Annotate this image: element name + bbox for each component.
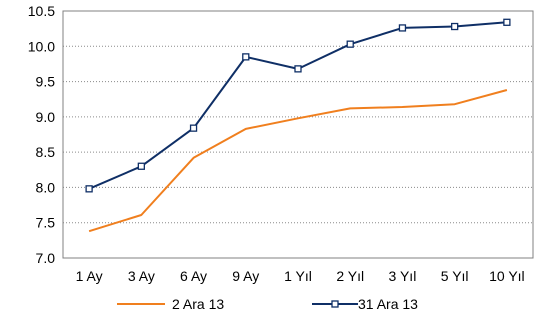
- data-point: [85, 185, 93, 193]
- data-point: [193, 157, 195, 159]
- data-point: [503, 18, 511, 26]
- data-point: [189, 124, 198, 132]
- y-tick-label: 7.0: [36, 250, 56, 266]
- data-point: [297, 117, 299, 119]
- x-tick-label: 9 Ay: [232, 268, 259, 284]
- x-tick-label: 2 Yıl: [336, 268, 364, 284]
- data-point: [346, 40, 354, 48]
- data-point: [137, 162, 145, 170]
- y-tick-label: 8.0: [36, 179, 56, 195]
- x-tick-label: 10 Yıl: [489, 268, 525, 284]
- data-point: [140, 214, 142, 216]
- legend: 2 Ara 13 31 Ara 13: [117, 296, 418, 312]
- x-tick-label: 3 Ay: [128, 268, 155, 284]
- plot-area-border: [62, 10, 534, 259]
- series-line-2-ara-13: [88, 89, 508, 233]
- data-point: [242, 53, 250, 61]
- y-axis: 7.0 7.5 8.0 8.5 9.0 9.5 10.0 10.5: [28, 3, 55, 266]
- y-tick-label: 9.5: [36, 74, 56, 90]
- data-point: [454, 103, 456, 105]
- data-point: [349, 107, 351, 109]
- y-tick-label: 10.5: [28, 3, 55, 19]
- x-tick-label: 5 Yıl: [441, 268, 469, 284]
- x-tick-label: 1 Yıl: [284, 268, 312, 284]
- data-point: [88, 230, 90, 232]
- data-point: [294, 65, 302, 73]
- y-tick-label: 10.0: [28, 38, 55, 54]
- y-tick-label: 7.5: [36, 215, 56, 231]
- gridlines: [63, 45, 533, 224]
- data-point: [401, 106, 403, 108]
- data-point: [451, 22, 459, 31]
- y-tick-label: 8.5: [36, 144, 56, 160]
- legend-marker-31-ara-13: [331, 300, 339, 308]
- x-tick-label: 3 Yıl: [389, 268, 417, 284]
- y-tick-label: 9.0: [36, 109, 56, 125]
- series-group: [85, 18, 511, 233]
- x-tick-label: 1 Ay: [76, 268, 103, 284]
- data-point: [506, 89, 508, 91]
- x-tick-label: 6 Ay: [180, 268, 207, 284]
- data-point: [398, 24, 407, 32]
- legend-label-31-ara-13: 31 Ara 13: [358, 296, 418, 312]
- legend-label-2-ara-13: 2 Ara 13: [172, 296, 224, 312]
- x-axis: 1 Ay 3 Ay 6 Ay 9 Ay 1 Yıl 2 Yıl 3 Yıl 5 Yıl 10 Y…: [76, 268, 525, 284]
- data-point: [245, 128, 247, 130]
